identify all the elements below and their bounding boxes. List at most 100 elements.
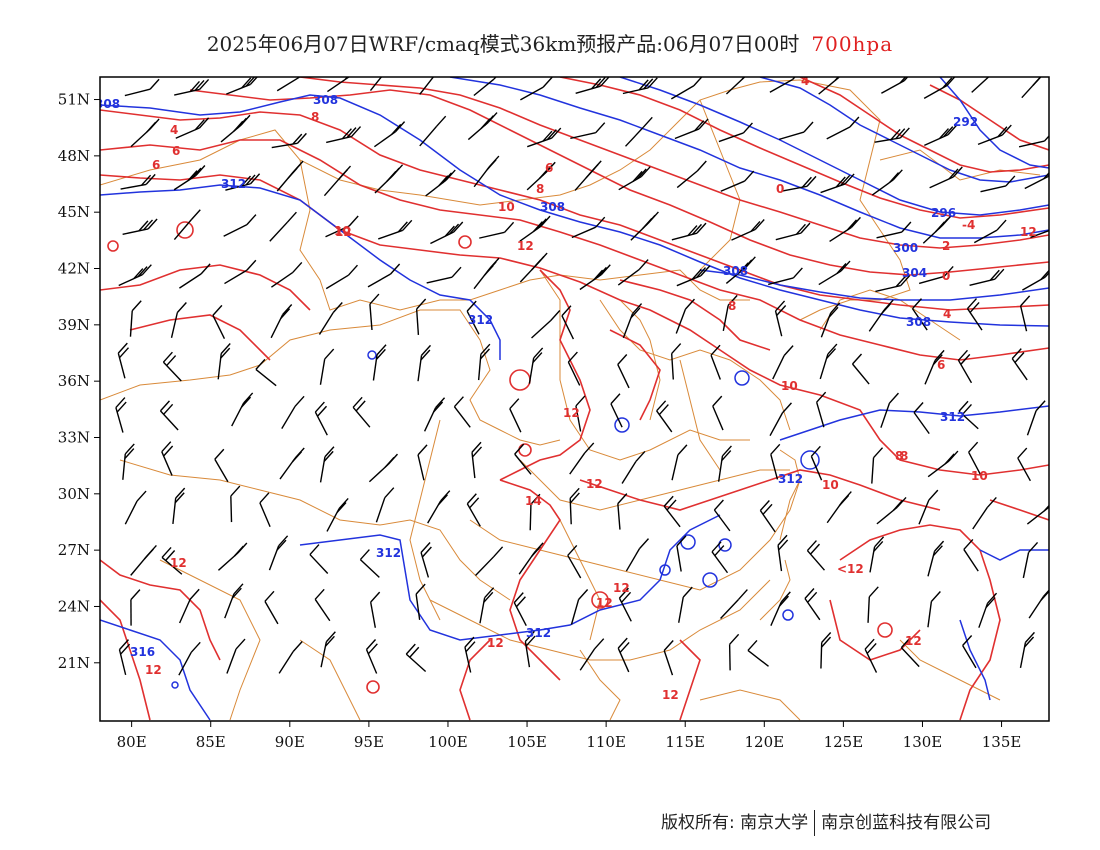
lon-tick-label: 120E — [745, 733, 785, 751]
wind-barb — [427, 490, 451, 524]
wind-barb — [509, 398, 522, 433]
wind-barb — [281, 395, 305, 430]
lat-tick-label: 24N — [58, 597, 90, 615]
wind-barb — [129, 300, 142, 337]
wind-barb — [124, 490, 147, 525]
height-label: 304 — [902, 266, 927, 280]
lon-tick-label: 85E — [196, 733, 226, 751]
temp-label: 12 — [517, 239, 534, 253]
wind-barb — [1030, 229, 1049, 239]
wind-barb — [567, 351, 581, 386]
wind-barb — [819, 343, 838, 380]
wind-barb — [781, 175, 817, 192]
lon-tick-label: 90E — [275, 733, 305, 751]
wind-barb — [466, 493, 481, 527]
wind-barb — [617, 354, 630, 389]
company-text: 南京创蓝科技有限公司 — [821, 813, 992, 833]
wind-barb — [178, 588, 200, 624]
lat-tick-label: 21N — [58, 654, 90, 672]
height-label: 308 — [95, 97, 120, 111]
wind-barb — [927, 591, 941, 628]
wind-barb — [124, 78, 160, 97]
wind-barb — [120, 173, 156, 190]
lon-tick-label: 135E — [982, 733, 1022, 751]
wind-barb — [519, 252, 548, 283]
wind-barb — [671, 222, 707, 241]
wind-barb — [373, 121, 406, 148]
wind-barb — [712, 395, 724, 431]
wind-barb — [319, 446, 335, 483]
lat-tick-label: 33N — [58, 428, 90, 446]
wind-barb — [161, 546, 183, 575]
temp-label: 4 — [170, 123, 178, 137]
wind-barb — [264, 590, 279, 625]
wind-barb — [747, 639, 769, 667]
wind-barb — [570, 122, 606, 140]
wind-barb — [868, 299, 894, 332]
wind-barb — [367, 263, 401, 288]
wind-barb — [529, 493, 541, 531]
wind-barb — [172, 487, 186, 525]
temperature-labels: 4 6 8 6 10 10 8 12 6 8 0 4 2 0 8 4 6 10 … — [145, 77, 1037, 702]
wind-barb — [676, 535, 687, 572]
wind-barb — [417, 344, 432, 382]
wind-barb — [130, 544, 157, 576]
height-label: 312 — [526, 626, 551, 640]
lon-tick-label: 130E — [903, 733, 943, 751]
wind-barb — [617, 637, 630, 673]
wind-barb — [161, 441, 174, 476]
wind-barb — [1026, 504, 1049, 525]
wind-barb — [875, 275, 911, 293]
wind-barb — [770, 443, 781, 480]
wind-barb — [514, 443, 532, 475]
wind-barb — [957, 349, 973, 384]
wind-barb — [214, 448, 229, 483]
wind-barb — [1022, 541, 1039, 579]
wind-barbs — [115, 77, 1049, 676]
wind-barb — [710, 344, 721, 380]
title-level: 700hpa — [811, 32, 894, 56]
wind-barb — [423, 397, 446, 432]
wind-barb — [405, 643, 427, 673]
wind-barb — [524, 630, 536, 668]
temp-label: 0 — [776, 182, 784, 196]
wind-barb — [372, 344, 387, 381]
wind-barb — [713, 499, 731, 532]
wind-barb — [972, 496, 997, 530]
wind-barb — [528, 347, 544, 384]
wind-barb — [927, 450, 959, 478]
wind-barb — [958, 400, 979, 430]
wind-barb — [159, 400, 179, 431]
wind-barb — [375, 487, 395, 523]
wind-barb — [309, 544, 329, 574]
wind-barb — [621, 450, 646, 484]
lat-tick-label: 30N — [58, 485, 90, 503]
wind-barb — [220, 114, 251, 143]
wind-barb — [279, 447, 305, 480]
lon-tick-label: 125E — [824, 733, 864, 751]
wind-barb — [231, 392, 254, 427]
wind-barb — [420, 542, 432, 578]
wind-barb — [326, 126, 362, 144]
wind-barb — [731, 219, 765, 241]
wind-barb — [270, 304, 293, 339]
wind-barb — [217, 343, 231, 380]
wind-barb — [913, 402, 930, 435]
wind-barb — [911, 298, 928, 331]
wind-barb — [569, 442, 595, 475]
wind-barb — [430, 221, 464, 245]
temp-label: 12 — [487, 636, 504, 650]
temp-label: 10 — [971, 469, 988, 483]
wind-barb — [851, 353, 870, 385]
wind-barb — [1019, 631, 1035, 669]
wind-barb — [728, 633, 740, 671]
height-contours — [100, 77, 1049, 721]
temp-label: 12 — [596, 596, 613, 610]
wind-barb — [223, 214, 257, 237]
wind-barb — [656, 400, 673, 433]
wind-barb — [769, 77, 796, 93]
wind-barb — [663, 640, 674, 676]
wind-barb — [810, 445, 823, 481]
lon-tick-label: 105E — [507, 733, 547, 751]
wind-barb — [876, 496, 907, 525]
